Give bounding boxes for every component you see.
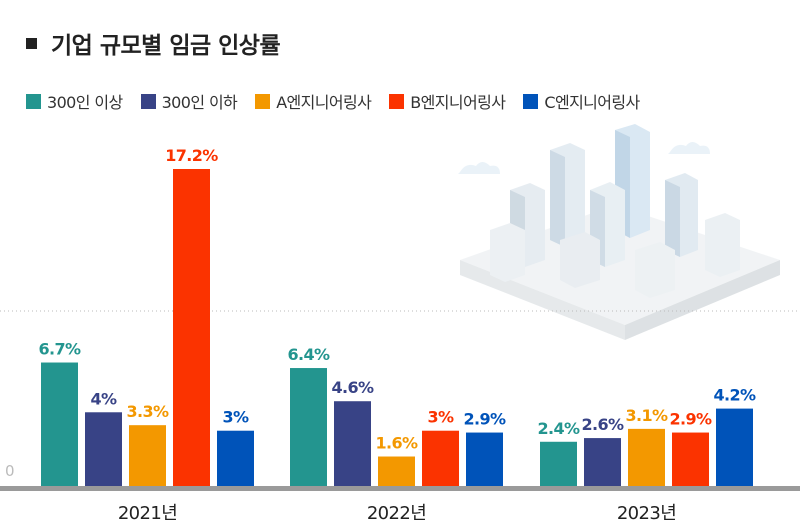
- data-label: 2.4%: [538, 419, 581, 438]
- bar: [716, 408, 753, 486]
- legend-swatch: [140, 93, 156, 109]
- data-label: 3%: [223, 408, 250, 427]
- legend-label: 300인 이상: [47, 93, 123, 112]
- data-label: 4%: [91, 389, 118, 408]
- legend-label: C엔지니어링사: [544, 93, 640, 112]
- bar: [628, 428, 665, 486]
- cloud-icon: [668, 142, 710, 154]
- legend-swatch: [255, 93, 271, 109]
- bar: [378, 456, 415, 486]
- legend-label: A엔지니어링사: [276, 93, 372, 112]
- data-label: 4.2%: [714, 386, 757, 405]
- x-tick-label: 2023년: [617, 503, 676, 524]
- chart-legend: 300인 이상 300인 이하 A엔지니어링사 B엔지니어링사 C엔지니어링사: [26, 89, 658, 113]
- bar: [173, 169, 210, 486]
- x-tick-label: 2022년: [367, 503, 426, 524]
- data-label: 2.6%: [582, 415, 625, 434]
- x-tick-label: 2021년: [118, 503, 177, 524]
- legend-item: 300인 이상: [26, 89, 123, 113]
- data-label: 3.1%: [626, 406, 669, 425]
- bar: [672, 432, 709, 486]
- bar: [290, 368, 327, 486]
- legend-label: B엔지니어링사: [410, 93, 506, 112]
- bar: [466, 432, 503, 486]
- legend-swatch: [26, 93, 41, 109]
- bar: [422, 430, 459, 486]
- y-tick-label: 0: [5, 462, 15, 480]
- data-label: 6.4%: [288, 345, 331, 364]
- bar: [129, 425, 166, 486]
- legend-item: C엔지니어링사: [523, 89, 640, 113]
- x-axis-baseline: [0, 486, 800, 491]
- data-label: 3%: [428, 408, 455, 427]
- bar: [334, 401, 371, 486]
- cloud-icon: [458, 162, 500, 174]
- legend-label: 300인 이하: [161, 93, 238, 112]
- chart-title: 기업 규모별 임금 인상률: [51, 33, 281, 59]
- legend-item: A엔지니어링사: [255, 89, 372, 113]
- data-label: 4.6%: [332, 378, 375, 397]
- city-illustration: [458, 124, 780, 340]
- legend-swatch: [389, 93, 405, 109]
- data-label: 3.3%: [127, 402, 170, 421]
- chart-title-row: 기업 규모별 임금 인상률: [26, 26, 281, 60]
- legend-swatch: [523, 93, 539, 109]
- bar: [584, 438, 621, 486]
- data-label: 17.2%: [165, 146, 218, 165]
- data-label: 2.9%: [464, 410, 507, 429]
- bar: [540, 441, 577, 486]
- bar: [217, 430, 254, 486]
- bar: [41, 362, 78, 486]
- data-label: 1.6%: [376, 434, 419, 453]
- title-bullet-icon: [26, 37, 37, 49]
- data-label: 6.7%: [39, 340, 82, 359]
- data-label: 2.9%: [670, 410, 713, 429]
- legend-item: B엔지니어링사: [389, 89, 506, 113]
- bar: [85, 412, 122, 486]
- legend-item: 300인 이하: [140, 89, 238, 113]
